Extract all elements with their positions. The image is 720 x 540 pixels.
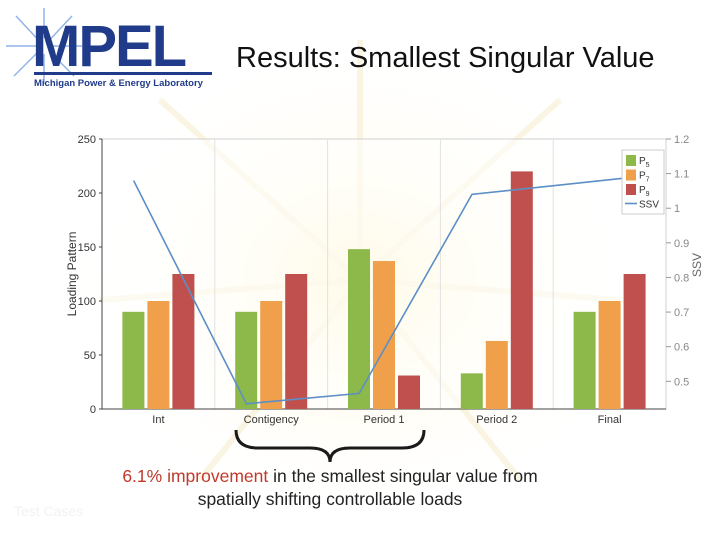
x-tick-label: Period 2 [476,414,517,426]
legend-label-p7: P7 [639,171,650,184]
caption-text: in the smallest singular value from spat… [197,466,538,509]
x-tick-label: Final [598,414,622,426]
y2-tick-label: 0.5 [674,376,689,388]
y-tick-label: 250 [78,134,96,146]
y2-tick-label: 0.8 [674,272,689,284]
bar-p7 [260,301,283,409]
logo-wordmark: MPEL [32,14,187,79]
legend-label-p5: P5 [639,156,650,169]
legend-label-ssv: SSV [639,200,659,211]
bar-p5 [348,249,370,409]
y-tick-label: 150 [78,242,96,254]
y2-tick-label: 1 [674,203,680,215]
y-tick-label: 100 [78,296,96,308]
x-tick-label: Contigency [244,414,300,426]
bar-p7 [485,340,508,409]
caption: 6.1% improvement in the smallest singula… [120,465,540,511]
x-tick-label: Period 1 [364,414,405,426]
bar-p9 [172,274,195,409]
y2-tick-label: 0.9 [674,238,689,250]
bar-p5 [235,311,258,409]
y2-tick-label: 1.2 [674,134,689,146]
slide-title: Results: Smallest Singular Value [236,42,655,74]
x-tick-label: Int [152,414,164,426]
logo-subtitle: Michigan Power & Energy Laboratory [34,78,203,89]
bar-p7 [598,301,621,409]
bar-p9 [623,274,646,409]
y2-tick-label: 0.6 [674,342,689,354]
lightning-burst-icon [6,8,82,84]
bar-p7 [147,301,170,409]
bar-p9 [285,274,308,409]
legend-swatch-p5 [626,155,636,166]
mpel-logo [6,8,218,98]
y2-axis-label: SSV [690,253,704,277]
y-tick-label: 200 [78,188,96,200]
bar-p7 [373,261,395,409]
bar-p5 [460,373,483,409]
y2-tick-label: 0.7 [674,307,689,319]
bar-p9 [398,375,420,409]
y2-tick-label: 1.1 [674,169,689,181]
bar-p9 [510,171,533,409]
legend-label-p9: P9 [639,185,650,198]
legend-swatch-p9 [626,184,636,195]
y-tick-label: 0 [90,404,96,416]
caption-highlight: 6.1% improvement [122,466,269,486]
bar-p5 [573,311,596,409]
logo-underline [34,72,212,75]
ssv-line [132,176,635,405]
bar-p5 [122,311,145,409]
ghost-axis-label: Test Cases [14,503,84,519]
y-axis-label: Loading Pattern [65,232,79,317]
y-tick-label: 50 [84,350,96,362]
legend-swatch-p7 [626,169,636,181]
